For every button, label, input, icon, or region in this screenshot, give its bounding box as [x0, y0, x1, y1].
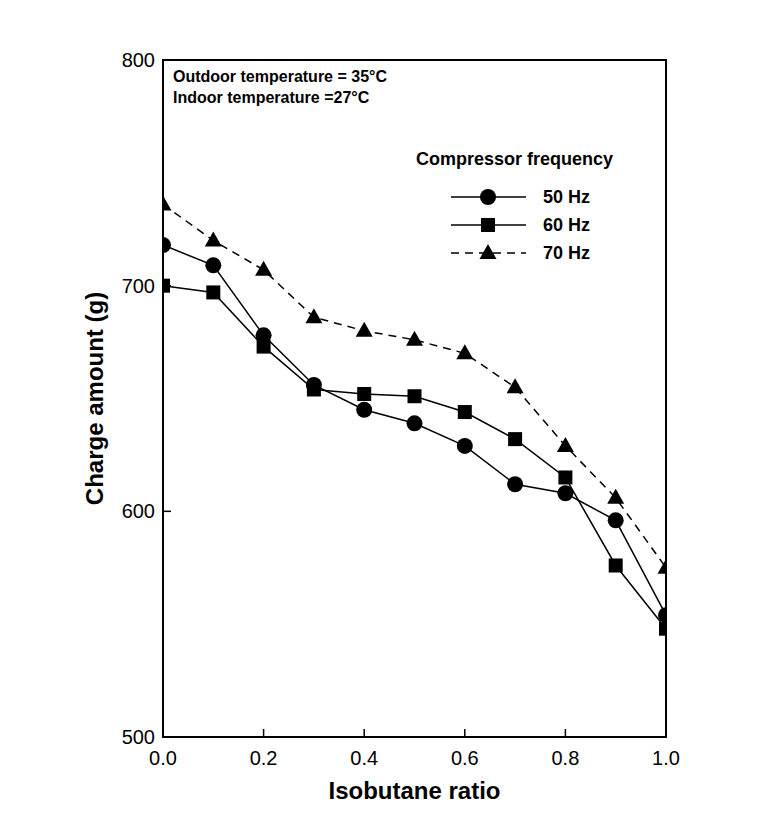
data-point: [408, 389, 422, 403]
chart: 500 600 700 800 0.0 0.2 0.4 0.6 0.8 1.0 Isobutane …: [0, 0, 764, 828]
x-tick: [363, 729, 365, 737]
data-point: [357, 387, 371, 401]
data-point: [457, 438, 473, 454]
x-tick: [665, 729, 667, 737]
legend-label: 50 Hz: [543, 187, 590, 207]
data-point: [257, 340, 271, 354]
data-point: [507, 378, 524, 393]
data-point: [206, 285, 220, 299]
data-point: [255, 261, 272, 276]
legend-marker: [481, 218, 495, 232]
series-line: [163, 204, 666, 567]
data-point: [456, 344, 473, 359]
data-point: [608, 512, 624, 528]
legend-label: 60 Hz: [543, 215, 590, 235]
x-tick: [464, 729, 466, 737]
data-point: [356, 322, 373, 337]
plot-area: [163, 195, 666, 635]
y-tick-label: 700: [122, 275, 155, 297]
data-point: [163, 237, 171, 253]
y-tick-label: 600: [122, 500, 155, 522]
data-point: [558, 470, 572, 484]
data-point: [507, 476, 523, 492]
y-tick: [163, 511, 171, 513]
data-point: [205, 257, 221, 273]
data-point: [658, 559, 667, 574]
data-point: [305, 308, 322, 323]
x-tick: [162, 729, 164, 737]
y-tick: [163, 736, 171, 738]
data-point: [356, 402, 372, 418]
x-tick-label: 0.4: [350, 747, 378, 769]
data-point: [205, 232, 222, 247]
data-point: [609, 558, 623, 572]
series-line: [163, 286, 666, 629]
x-tick-label: 0.8: [551, 747, 579, 769]
legend-label: 70 Hz: [543, 243, 590, 263]
y-axis-label: Charge amount (g): [81, 292, 108, 505]
legend-marker: [480, 189, 496, 205]
y-tick-label: 800: [122, 49, 155, 71]
x-axis-label: Isobutane ratio: [328, 777, 500, 804]
x-tick-label: 0.0: [149, 747, 177, 769]
legend-marker: [480, 244, 497, 259]
x-tick: [263, 729, 265, 737]
x-tick-label: 0.2: [250, 747, 278, 769]
data-point: [307, 382, 321, 396]
x-tick-label: 1.0: [652, 747, 680, 769]
annotation: Indoor temperature =27°C: [173, 89, 370, 106]
data-point: [163, 195, 172, 210]
data-point: [407, 415, 423, 431]
legend-title: Compressor frequency: [416, 149, 613, 169]
y-tick-label: 500: [122, 726, 155, 748]
x-tick: [565, 729, 567, 737]
data-point: [458, 405, 472, 419]
x-tick-label: 0.6: [451, 747, 479, 769]
y-tick: [163, 59, 171, 61]
data-point: [557, 437, 574, 452]
annotation: Outdoor temperature = 35°C: [173, 68, 387, 85]
plot-frame: [163, 60, 666, 737]
data-point: [406, 331, 423, 346]
data-point: [659, 622, 666, 636]
data-point: [508, 432, 522, 446]
data-point: [607, 489, 624, 504]
series-line: [163, 245, 666, 615]
data-point: [163, 279, 170, 293]
